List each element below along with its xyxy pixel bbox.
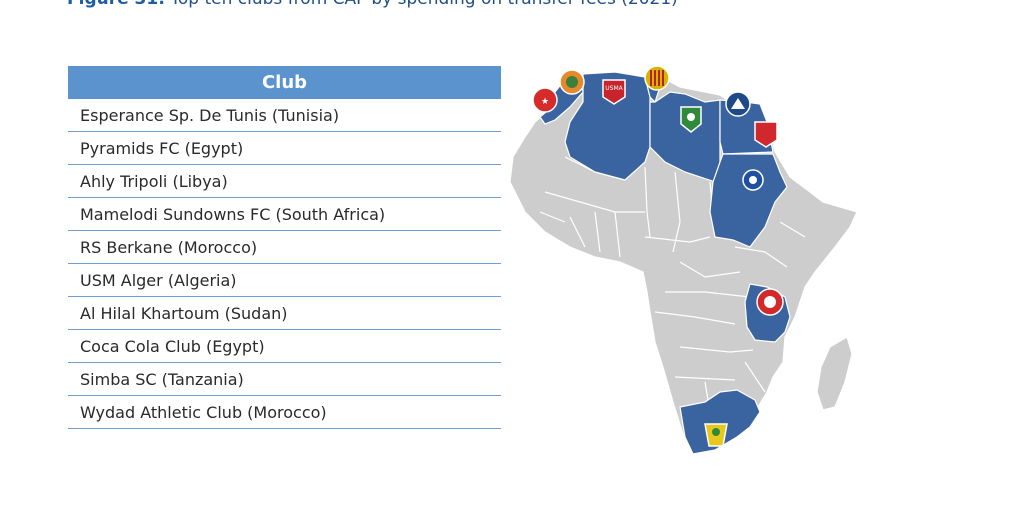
wydad-badge: ★ [532,87,558,113]
club-cell: RS Berkane (Morocco) [68,230,501,264]
rs-berkane-badge [559,69,585,95]
al-hilal-badge [742,169,764,191]
table-row: Coca Cola Club (Egypt) [68,329,501,363]
table-row: Pyramids FC (Egypt) [68,131,501,165]
table-row: Esperance Sp. De Tunis (Tunisia) [68,99,501,132]
club-cell: Wydad Athletic Club (Morocco) [68,395,501,429]
ahly-tripoli-badge [680,106,702,133]
club-cell: Coca Cola Club (Egypt) [68,329,501,363]
table-row: Wydad Athletic Club (Morocco) [68,395,501,429]
svg-text:★: ★ [541,97,549,107]
table-row: Ahly Tripoli (Libya) [68,164,501,198]
table-header-row: Club [68,66,501,99]
table-row: Mamelodi Sundowns FC (South Africa) [68,197,501,231]
club-cell: USM Alger (Algeria) [68,263,501,297]
figure-number: Figure 31: [67,0,165,9]
club-cell: Ahly Tripoli (Libya) [68,164,501,198]
club-table: Club Esperance Sp. De Tunis (Tunisia) Py… [68,66,501,429]
table-row: Simba SC (Tanzania) [68,362,501,396]
club-cell: Al Hilal Khartoum (Sudan) [68,296,501,330]
table-row: RS Berkane (Morocco) [68,230,501,264]
sudan-region [709,153,788,248]
south-africa-region [679,389,761,455]
figure-title: Top ten clubs from CAF by spending on tr… [170,0,677,9]
usm-alger-badge: USMA [602,79,626,105]
madagascar-landmass [816,336,853,411]
club-cell: Simba SC (Tanzania) [68,362,501,396]
figure-caption: Figure 31: Top ten clubs from CAF by spe… [67,0,678,9]
club-cell: Esperance Sp. De Tunis (Tunisia) [68,99,501,132]
mamelodi-sundowns-badge [704,423,728,447]
column-header-club: Club [68,66,501,99]
africa-map: ★ USMA [509,65,858,455]
table-row: USM Alger (Algeria) [68,263,501,297]
coca-cola-club-badge [754,121,778,148]
table-row: Al Hilal Khartoum (Sudan) [68,296,501,330]
simba-badge [756,288,784,316]
pyramids-badge [725,91,751,117]
club-cell: Mamelodi Sundowns FC (South Africa) [68,197,501,231]
club-cell: Pyramids FC (Egypt) [68,131,501,165]
svg-text:USMA: USMA [605,85,623,92]
esperance-badge [644,65,670,91]
